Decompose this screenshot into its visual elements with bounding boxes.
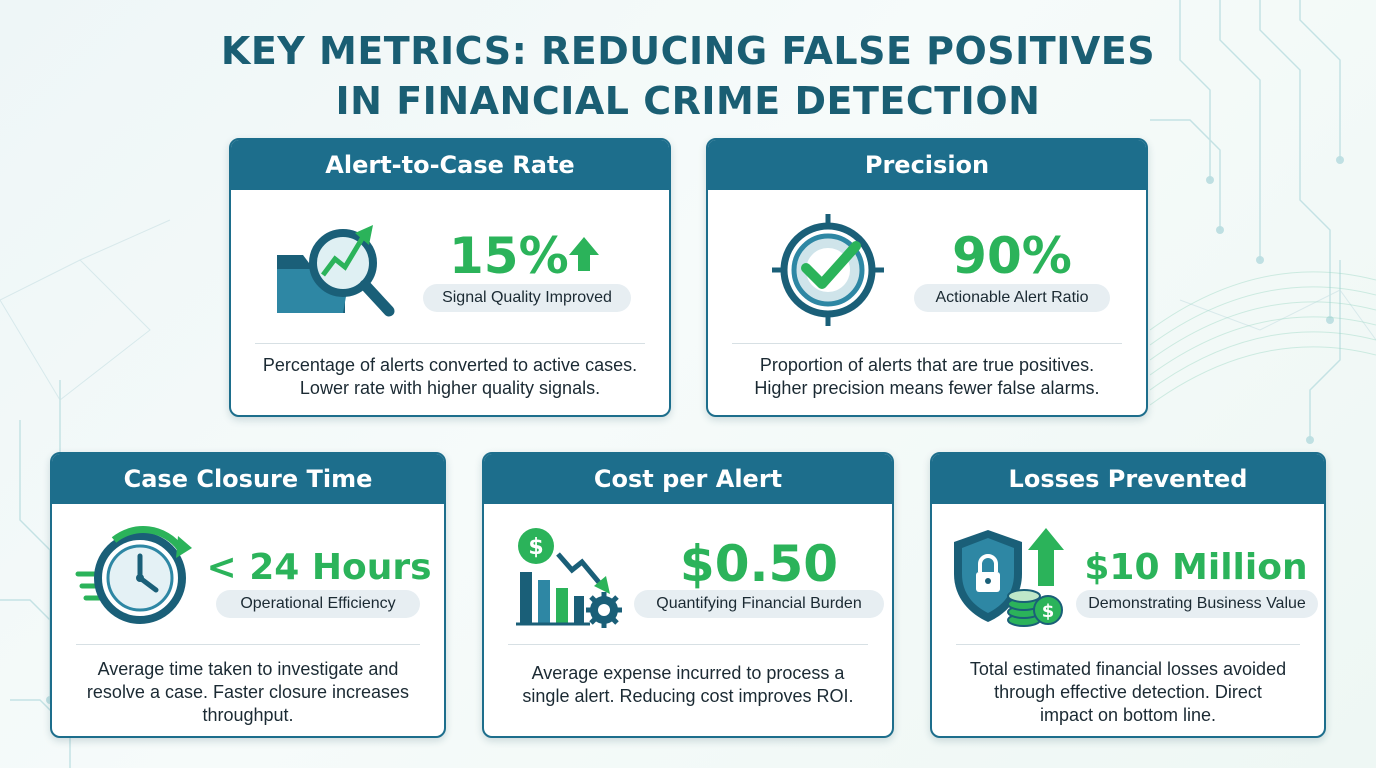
description-line: through effective detection. Direct xyxy=(994,682,1262,702)
card-precision: Precision 90% Actionable Alert Ratio Pro… xyxy=(706,138,1148,417)
card-header: Cost per Alert xyxy=(484,454,892,504)
metric-badge: Demonstrating Business Value xyxy=(1076,590,1318,618)
svg-text:$: $ xyxy=(1042,601,1055,622)
card-cost-per-alert: Cost per Alert $ $0.50 Quantifying Finan… xyxy=(482,452,894,738)
metric-value: 90% xyxy=(952,227,1072,285)
card-case-closure-time: Case Closure Time < 24 Hours Operational… xyxy=(50,452,446,738)
description-line: Average expense incurred to process a xyxy=(531,663,845,683)
description-line: Total estimated financial losses avoided xyxy=(969,659,1287,679)
card-description: Percentage of alerts converted to active… xyxy=(237,354,663,400)
page-title: KEY METRICS: REDUCING FALSE POSITIVES IN… xyxy=(0,26,1376,126)
stopwatch-icon xyxy=(75,526,192,624)
cost-chart-gear-icon: $ xyxy=(516,528,622,628)
card-description: Average expense incurred to process a si… xyxy=(490,662,886,708)
metric-badge: Quantifying Financial Burden xyxy=(634,590,884,618)
card-divider xyxy=(76,644,420,645)
metric-badge: Signal Quality Improved xyxy=(423,284,631,312)
magnifier-chart-folder-icon xyxy=(277,225,395,317)
card-divider xyxy=(732,343,1122,344)
metric-value: $0.50 xyxy=(679,535,839,593)
metric-badge: Operational Efficiency xyxy=(216,590,420,618)
description-line: Lower rate with higher quality signals. xyxy=(299,378,601,398)
card-description: Total estimated financial losses avoided… xyxy=(938,658,1318,727)
card-divider xyxy=(508,644,868,645)
card-divider xyxy=(255,343,645,344)
card-header: Case Closure Time xyxy=(52,454,444,504)
card-divider xyxy=(956,644,1300,645)
card-header: Precision xyxy=(708,140,1146,190)
description-line: Proportion of alerts that are true posit… xyxy=(759,355,1095,375)
description-line: Average time taken to investigate and xyxy=(97,659,399,679)
arrow-up-icon xyxy=(569,237,599,271)
card-alert-to-case-rate: Alert-to-Case Rate 15% Signal Quality Im… xyxy=(229,138,671,417)
card-description: Average time taken to investigate and re… xyxy=(58,658,438,727)
description-line: single alert. Reducing cost improves ROI… xyxy=(522,686,854,706)
description-line: Percentage of alerts converted to active… xyxy=(262,355,638,375)
card-header: Losses Prevented xyxy=(932,454,1324,504)
description-line: impact on bottom line. xyxy=(1039,705,1217,725)
metric-value: 15% xyxy=(449,227,569,285)
svg-text:$: $ xyxy=(528,535,543,560)
shield-lock-coins-icon: $ xyxy=(954,528,1064,627)
card-header: Alert-to-Case Rate xyxy=(231,140,669,190)
card-losses-prevented: Losses Prevented $ $10 Million Demonstra… xyxy=(930,452,1326,738)
metric-value: $10 Million xyxy=(1084,547,1308,588)
page-title-line1: KEY METRICS: REDUCING FALSE POSITIVES xyxy=(220,29,1156,73)
target-check-icon xyxy=(772,214,884,326)
metric-value: < 24 Hours xyxy=(206,547,432,588)
page-title-line2: IN FINANCIAL CRIME DETECTION xyxy=(335,79,1041,123)
card-description: Proportion of alerts that are true posit… xyxy=(714,354,1140,400)
description-line: resolve a case. Faster closure increases xyxy=(86,682,410,702)
metric-badge: Actionable Alert Ratio xyxy=(914,284,1110,312)
description-line: throughput. xyxy=(202,705,294,725)
description-line: Higher precision means fewer false alarm… xyxy=(754,378,1100,398)
